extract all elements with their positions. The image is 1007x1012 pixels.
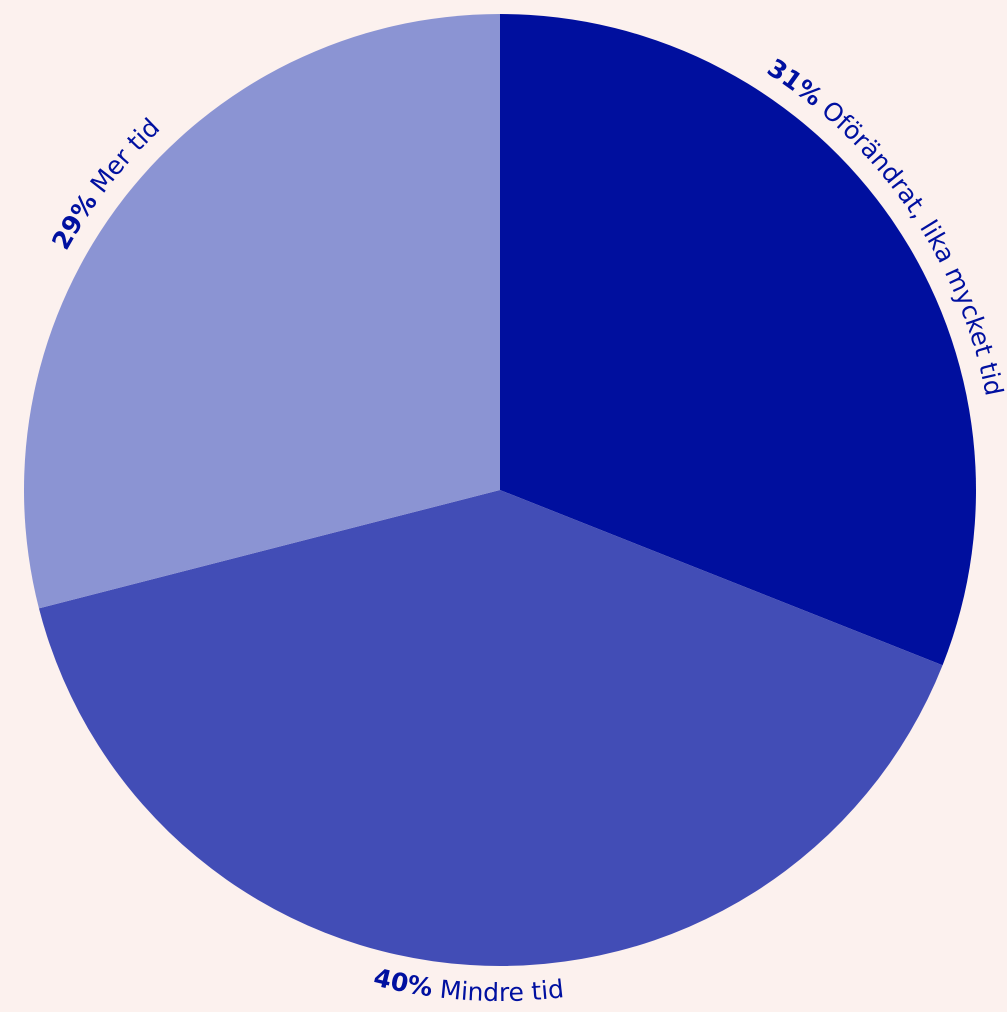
pie-slices xyxy=(23,14,976,967)
slice-category-1: Mindre tid xyxy=(430,974,565,1008)
pie-slice-1 xyxy=(38,490,943,967)
pie-slice-0 xyxy=(500,14,976,666)
pie-slice-2 xyxy=(23,14,501,609)
slice-label-1: 40% Mindre tid xyxy=(371,963,565,1008)
